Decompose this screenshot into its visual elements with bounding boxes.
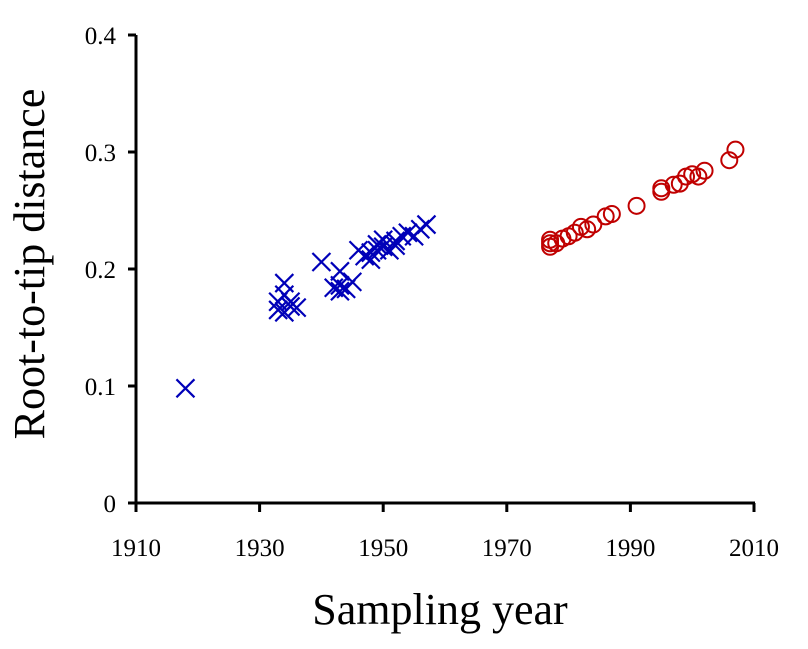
cross-point [416, 214, 437, 235]
circle-point [584, 215, 603, 234]
cross-point [175, 378, 196, 399]
circle-point [726, 140, 745, 159]
y-tick-label: 0.1 [85, 374, 116, 401]
x-tick-label: 1950 [358, 535, 408, 562]
x-tick-label: 1990 [605, 535, 655, 562]
x-tick-label: 2010 [729, 535, 779, 562]
cross-point [330, 275, 350, 296]
data-points [175, 140, 745, 399]
cross-point [280, 296, 301, 317]
circle-point [664, 175, 683, 194]
y-axis-title: Root-to-tip distance [5, 89, 54, 440]
circle-point [602, 205, 621, 224]
cross-point [342, 272, 363, 292]
circle-point [695, 161, 714, 180]
circle-point [689, 167, 708, 186]
circle-point [652, 182, 671, 201]
x-tick-label: 1930 [235, 535, 285, 562]
circle-point [627, 196, 646, 215]
x-tick-label: 1910 [111, 535, 161, 562]
cross-point [330, 261, 350, 282]
axes: 0 0.1 0.2 0.3 0.4 1910 1930 1950 1970 1990 2010 [85, 23, 779, 562]
y-tick-label: 0.3 [85, 140, 116, 167]
cross-point [268, 300, 288, 320]
y-tick-label: 0.4 [85, 23, 117, 50]
y-tick-label: 0.2 [85, 257, 116, 284]
x-axis-title: Sampling year [312, 585, 568, 634]
y-tick-label: 0 [104, 491, 117, 518]
cross-point [286, 297, 307, 318]
circle-point [565, 223, 584, 242]
cross-point [398, 222, 418, 243]
circle-point [720, 151, 739, 170]
cross-point [330, 281, 350, 302]
cross-point [274, 273, 295, 293]
circle-point [578, 220, 597, 239]
circle-point [652, 179, 671, 198]
cross-point [311, 252, 332, 272]
x-tick-label: 1970 [482, 535, 532, 562]
